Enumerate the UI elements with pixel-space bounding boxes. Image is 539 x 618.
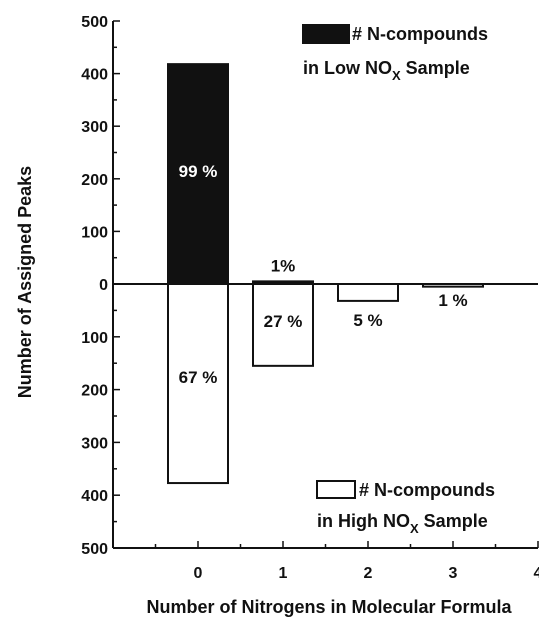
y-tick-label: 400 bbox=[81, 67, 108, 84]
data-label-low-0: 99 % bbox=[179, 162, 218, 181]
x-tick-label: 3 bbox=[449, 565, 458, 582]
y-tick-label: 200 bbox=[81, 172, 108, 189]
legend-label-line1: # N-compounds bbox=[359, 480, 495, 500]
bar-s1-0 bbox=[167, 283, 229, 485]
bar-s1-2 bbox=[337, 283, 399, 302]
legend-entry-1: # N-compounds in High NOX Sample bbox=[316, 480, 495, 536]
legend-label-line1: # N-compounds bbox=[352, 24, 488, 44]
y-axis-title: Number of Assigned Peaks bbox=[15, 166, 35, 398]
data-label-high-0: 67 % bbox=[179, 368, 218, 387]
data-label-high-3: 1 % bbox=[438, 291, 467, 310]
legend-swatch-1 bbox=[316, 480, 356, 499]
plot-area: 99 % 1% 67 % 27 % 5 % 1 % bbox=[167, 63, 484, 485]
y-tick-label: 500 bbox=[81, 14, 108, 31]
legend-label-suffix: Sample bbox=[419, 511, 488, 531]
bar-s1-1 bbox=[252, 283, 314, 367]
y-tick-label: 300 bbox=[81, 119, 108, 136]
legend-label-line2: in Low NOX Sample bbox=[303, 58, 470, 83]
bar-s0-0 bbox=[167, 63, 229, 285]
legend-label-prefix: in High NO bbox=[317, 511, 410, 531]
data-label-high-1: 27 % bbox=[264, 312, 303, 331]
y-tick-label: 100 bbox=[81, 224, 108, 241]
x-axis-title: Number of Nitrogens in Molecular Formula bbox=[146, 597, 512, 617]
axes: 500 400 300 200 100 0 100 200 300 400 500 0 1 2 3 4 bbox=[81, 14, 539, 582]
y-tick-label: 100 bbox=[81, 330, 108, 347]
legend-entry-0: # N-compounds in Low NOX Sample bbox=[302, 24, 488, 83]
y-tick-label: 200 bbox=[81, 383, 108, 400]
legend-label-prefix: in Low NO bbox=[303, 58, 392, 78]
legend-label-subscript: X bbox=[410, 521, 419, 536]
legend-swatch-0 bbox=[302, 24, 350, 44]
y-tick-label: 300 bbox=[81, 435, 108, 452]
x-tick-label: 2 bbox=[364, 565, 373, 582]
legend-label-line2: in High NOX Sample bbox=[317, 511, 488, 536]
x-tick-label: 1 bbox=[279, 565, 288, 582]
y-tick-label: 400 bbox=[81, 488, 108, 505]
y-tick-label: 0 bbox=[99, 277, 108, 294]
x-tick-label: 0 bbox=[194, 565, 203, 582]
data-label-low-1: 1% bbox=[271, 256, 296, 275]
data-label-high-2: 5 % bbox=[353, 311, 382, 330]
legend-label-suffix: Sample bbox=[401, 58, 470, 78]
y-tick-label: 500 bbox=[81, 541, 108, 558]
x-tick-label: 4 bbox=[534, 565, 539, 582]
legend-label-subscript: X bbox=[392, 68, 401, 83]
